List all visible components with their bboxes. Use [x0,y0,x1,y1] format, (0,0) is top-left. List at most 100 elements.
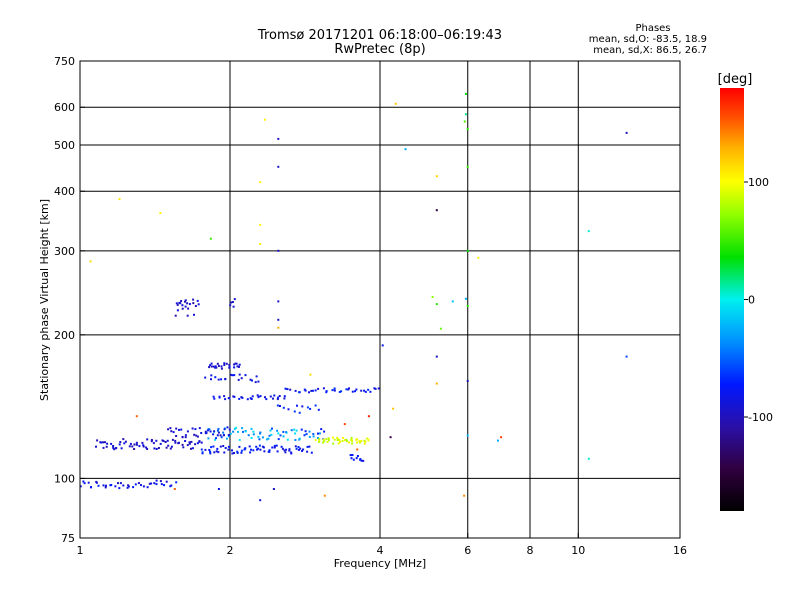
data-point [95,445,97,448]
data-point [208,449,211,451]
data-point [331,389,334,392]
data-point [224,447,227,449]
data-point [327,439,330,442]
data-point [500,436,503,439]
data-point [347,388,350,391]
data-point [233,366,236,369]
data-point [194,305,197,307]
data-point [82,480,85,483]
data-point [212,395,215,398]
data-point [238,397,241,400]
data-point [126,486,129,489]
data-point [327,437,330,440]
data-point [259,181,262,184]
data-point [216,362,219,365]
data-point [273,446,276,449]
data-point [338,391,341,393]
data-point [242,430,244,433]
data-point [175,435,178,437]
data-point [213,430,216,433]
data-point [356,455,359,457]
data-point [317,408,320,411]
data-point [362,459,365,462]
data-point [281,447,284,450]
data-point [381,344,384,347]
data-point [294,432,297,435]
data-point [135,443,138,446]
data-point [174,441,177,444]
data-point [236,450,239,453]
data-point [217,451,220,454]
data-point [212,433,215,436]
data-point [272,488,275,490]
data-point [464,92,467,95]
data-point [240,377,243,380]
data-point [587,230,590,233]
data-point [256,448,258,451]
data-point [240,451,243,454]
data-point [249,378,252,381]
data-point [339,441,342,443]
data-point [236,451,239,454]
data-point [115,447,118,449]
data-point [119,482,122,485]
data-point [104,441,106,444]
data-point [261,436,264,439]
data-point [220,436,223,439]
data-point [113,448,116,451]
data-point [301,405,304,408]
data-point [175,302,178,305]
data-point [257,435,260,438]
data-point [250,448,252,451]
data-points [79,92,628,502]
data-point [133,448,136,450]
data-point [251,379,253,382]
data-point [235,426,238,429]
data-point [276,429,279,432]
data-point [217,427,220,430]
data-point [216,429,219,432]
data-point [232,395,235,398]
data-point [150,482,153,485]
data-point [297,446,300,448]
data-point [233,298,236,301]
data-point [184,436,187,439]
y-tick-label: 400 [54,185,75,198]
data-point [277,396,280,399]
data-point [289,388,292,391]
data-point [227,445,230,448]
data-point [181,304,184,307]
data-point [155,483,158,486]
data-point [178,301,181,304]
stats-heading: Phases [635,23,670,34]
data-point [195,434,198,437]
data-point [345,438,348,441]
data-point [96,439,99,442]
data-point [258,438,261,441]
data-point [184,440,187,442]
data-point [287,408,290,411]
data-point [435,382,438,385]
x-tick-label: 10 [571,544,585,557]
data-point [318,440,321,443]
data-point [209,237,212,240]
data-point [463,120,466,123]
data-point [204,430,207,433]
data-point [228,428,231,431]
data-point [268,449,271,452]
data-point [310,451,313,454]
data-point [220,367,223,370]
data-point [255,445,258,448]
data-point [79,485,82,488]
data-point [288,448,291,451]
data-point [173,488,176,490]
data-point [240,449,243,452]
data-point [196,299,199,302]
data-point [131,445,134,448]
data-point [204,448,207,451]
data-point [220,365,223,368]
data-point [240,396,243,399]
data-point [127,484,130,487]
data-point [348,441,351,444]
